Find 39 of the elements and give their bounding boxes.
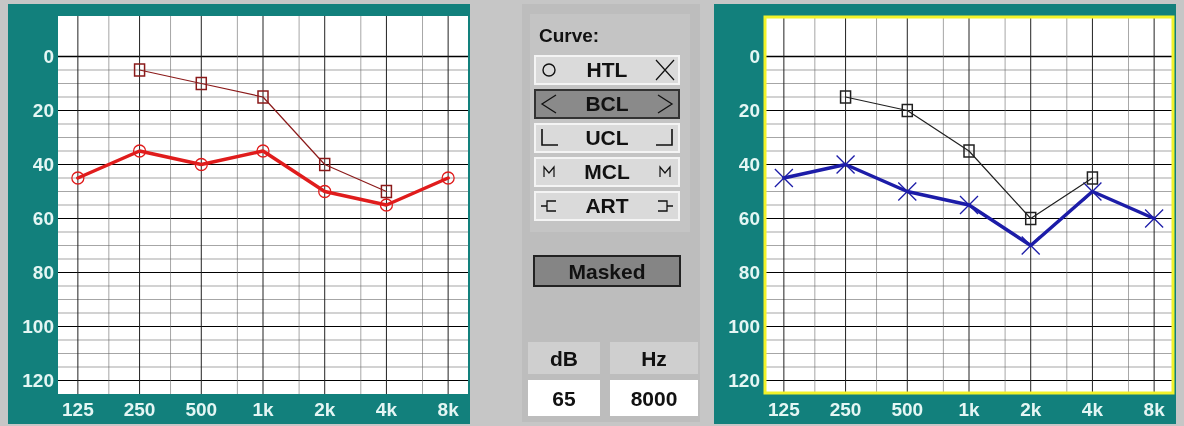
y-tick-label: 40: [738, 154, 760, 176]
text: dB: [550, 347, 578, 370]
y-tick-label: 120: [728, 370, 760, 392]
y-tick-label: 120: [22, 370, 54, 392]
y-tick-label: 20: [738, 100, 760, 122]
text: Curve:: [539, 25, 600, 46]
y-tick-label: 80: [738, 262, 760, 284]
y-tick-label: 0: [43, 46, 54, 68]
x-tick-label: 500: [185, 399, 218, 420]
y-tick-label: 60: [738, 208, 760, 230]
x-tick-label: 8k: [437, 399, 460, 420]
x-tick-label: 4k: [1081, 399, 1104, 420]
y-tick-label: 0: [749, 46, 760, 68]
text: 65: [552, 387, 576, 410]
x-tick-label: 2k: [314, 399, 336, 420]
text: Hz: [641, 347, 667, 370]
y-tick-label: 60: [32, 208, 54, 230]
y-tick-label: 40: [32, 154, 54, 176]
x-tick-label: 125: [62, 399, 95, 420]
text: UCL: [585, 126, 629, 149]
x-tick-label: 250: [829, 399, 862, 420]
x-tick-label: 1k: [958, 399, 980, 420]
x-tick-label: 4k: [375, 399, 398, 420]
text: BCL: [585, 92, 629, 115]
x-tick-label: 250: [123, 399, 156, 420]
text: 8000: [630, 387, 678, 410]
text: ART: [585, 194, 629, 217]
x-tick-label: 125: [768, 399, 801, 420]
y-tick-label: 100: [728, 316, 760, 338]
y-tick-label: 20: [32, 100, 54, 122]
text: Masked: [568, 260, 646, 283]
y-tick-label: 80: [32, 262, 54, 284]
x-tick-label: 1k: [252, 399, 274, 420]
x-tick-label: 500: [891, 399, 924, 420]
x-tick-label: 2k: [1020, 399, 1042, 420]
text: MCL: [584, 160, 630, 183]
y-tick-label: 100: [22, 316, 54, 338]
x-tick-label: 8k: [1143, 399, 1166, 420]
text: HTL: [586, 58, 628, 81]
